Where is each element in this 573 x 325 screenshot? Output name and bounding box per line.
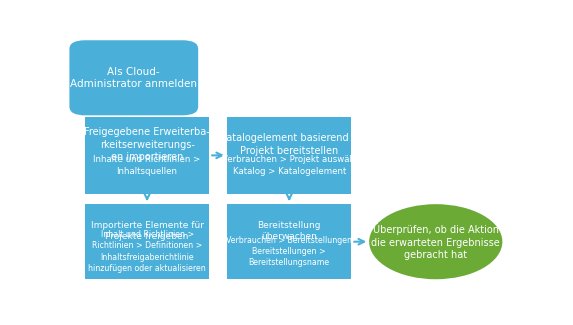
Bar [227,117,351,194]
Ellipse shape [369,204,503,279]
Text: Verbrauchen > Bereitstellungen
Bereitstellungen >
Bereitstellungsname: Verbrauchen > Bereitstellungen Bereitste… [226,236,352,267]
Text: Inhalt und Richtlinien >
Richtlinien > Definitionen >
Inhaltsfreigaberichtlinie
: Inhalt und Richtlinien > Richtlinien > D… [88,230,206,273]
Bar [85,204,209,279]
Text: Freigegebene Erweiterba-
rkeitserweiterungs-
en importieren: Freigegebene Erweiterba- rkeitserweiteru… [84,127,210,162]
Bar [227,204,351,279]
Text: Importierte Elemente für
Projekte freigeben: Importierte Elemente für Projekte freige… [91,221,203,241]
Text: Katalogelement basierend a
Projekt bereitstellen: Katalogelement basierend a Projekt berei… [221,133,358,156]
Text: Überprüfen, ob die Aktion
die erwarteten Ergebnisse
gebracht hat: Überprüfen, ob die Aktion die erwarteten… [371,223,500,260]
Bar [85,117,209,194]
Text: Als Cloud-
Administrator anmelden: Als Cloud- Administrator anmelden [70,67,197,89]
Text: Bereitstellung
überwachen: Bereitstellung überwachen [257,221,321,241]
FancyBboxPatch shape [69,40,198,115]
Text: Verbrauchen > Projekt auswähl
Katalog > Katalogelement: Verbrauchen > Projekt auswähl Katalog > … [222,155,357,176]
Text: Inhalte und Richtlinien >
Inhaltsquellen: Inhalte und Richtlinien > Inhaltsquellen [93,155,201,176]
